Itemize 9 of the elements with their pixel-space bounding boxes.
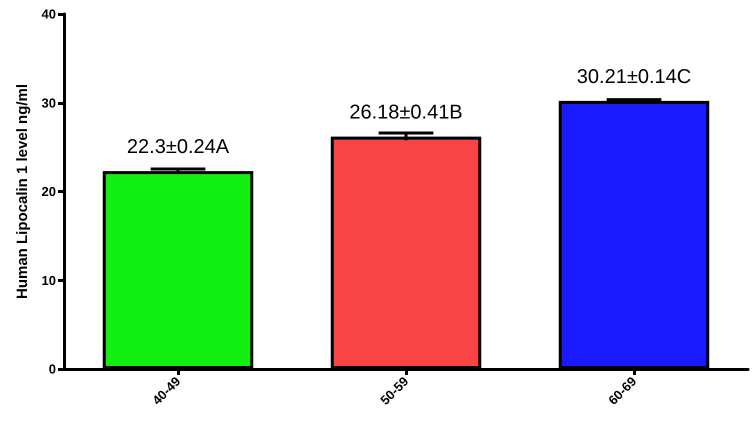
data-label: 26.18±0.41B <box>349 102 463 124</box>
y-tick-label: 30 <box>42 95 56 110</box>
y-tick-label: 40 <box>42 6 56 22</box>
y-tick-label: 0 <box>48 362 56 376</box>
y-tick-label: 20 <box>42 184 56 199</box>
data-label: 22.3±0.24A <box>126 136 230 158</box>
data-label: 30.21±0.14C <box>576 66 692 88</box>
y-axis-title: Human Lipocalin 1 level ng/ml <box>14 84 31 300</box>
y-tick-label: 10 <box>42 272 56 288</box>
